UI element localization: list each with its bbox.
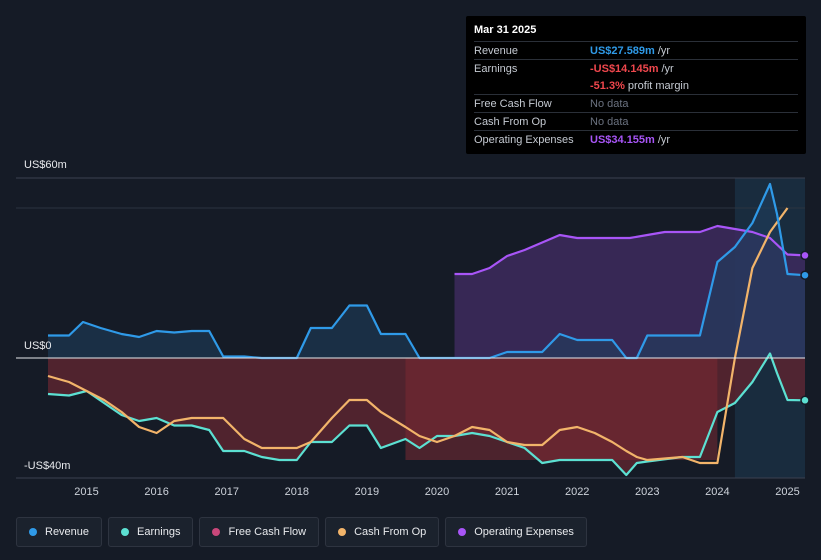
legend-dot-icon [212,528,221,536]
x-tick-label: 2024 [705,486,729,498]
x-tick-label: 2021 [495,486,519,498]
tooltip-label: Free Cash Flow [474,97,552,110]
x-tick-label: 2016 [144,486,168,498]
x-tick-label: 2023 [635,486,659,498]
tooltip-value: US$34.155m [590,133,655,146]
x-tick-label: 2020 [425,486,449,498]
legend-item-operating-expenses[interactable]: Operating Expenses [445,517,587,547]
chart-grid [16,177,805,479]
area-revenue [48,184,805,358]
tooltip-row-operating-expenses: Operating Expenses US$34.155m /yr [474,130,798,148]
legend-label: Operating Expenses [474,526,574,538]
x-axis-ticks: 2015 2016 2017 2018 2019 2020 2021 2022 2023 2024… [74,486,799,498]
end-marker-revenue [800,270,810,280]
tooltip-panel: Mar 31 2025 Revenue US$27.589m /yr Earni… [466,16,806,154]
end-marker-operating-expenses [800,250,810,261]
y-axis-top-label: US$60m [24,159,67,171]
series-line-earnings [47,352,806,477]
tooltip-row-earnings: Earnings -US$14.145m /yr [474,59,798,77]
series-line-cash-from-op [47,207,789,465]
x-tick-label: 2015 [74,486,98,498]
tooltip-unit: /yr [657,44,671,57]
tooltip-unit: profit margin [627,79,689,92]
tooltip-value: -51.3% [590,79,625,92]
y-axis-bottom-label: -US$40m [24,460,71,472]
area-earnings-recent [405,358,718,460]
legend-item-cash-from-op[interactable]: Cash From Op [325,517,440,547]
x-tick-label: 2019 [355,486,379,498]
x-tick-label: 2017 [214,486,238,498]
tooltip-unit: /yr [661,62,674,75]
legend-item-revenue[interactable]: Revenue [16,517,103,547]
legend-label: Revenue [45,526,90,538]
tooltip-row-profit-margin: -51.3% profit margin [474,77,798,94]
tooltip-value: -US$14.145m [590,62,659,75]
chart-lines [16,182,806,477]
legend-dot-icon [29,528,37,536]
tooltip-value: US$27.589m [590,44,655,57]
legend-dot-icon [338,528,347,536]
legend-item-free-cash-flow[interactable]: Free Cash Flow [199,517,320,547]
x-tick-label: 2025 [775,486,799,498]
tooltip-unit: /yr [657,133,671,146]
tooltip-value: No data [590,97,629,110]
legend-label: Free Cash Flow [228,526,307,538]
legend: Revenue Earnings Free Cash Flow Cash Fro… [16,517,587,547]
tooltip-label: Revenue [474,44,519,57]
legend-dot-icon [458,528,467,536]
end-marker-earnings [800,395,810,406]
tooltip-label: Operating Expenses [474,133,574,146]
tooltip-date: Mar 31 2025 [474,24,537,36]
legend-label: Cash From Op [354,526,427,538]
legend-label: Earnings [137,526,181,538]
y-axis-zero-label: US$0 [24,340,52,352]
tooltip-row-free-cash-flow: Free Cash Flow No data [474,94,798,112]
x-tick-label: 2022 [565,486,589,498]
tooltip-row-cash-from-op: Cash From Op No data [474,112,798,130]
tooltip-row-revenue: Revenue US$27.589m /yr [474,41,798,59]
tooltip-label: Cash From Op [474,115,547,128]
tooltip-value: No data [590,115,629,128]
legend-item-earnings[interactable]: Earnings [108,517,194,547]
chart-areas [48,184,805,475]
chart-markers [800,250,810,406]
legend-dot-icon [121,528,130,536]
tooltip-label: Earnings [474,62,518,75]
x-tick-label: 2018 [285,486,309,498]
